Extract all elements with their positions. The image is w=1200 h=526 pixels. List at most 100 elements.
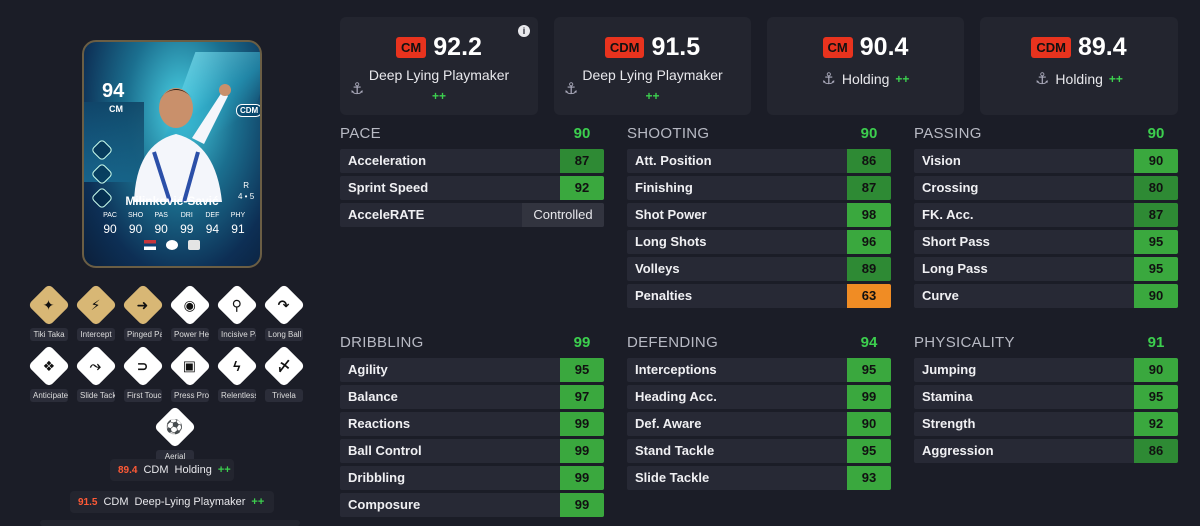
stat-row-acceleration[interactable]: Acceleration 87 — [340, 149, 604, 173]
stat-row-slide-tackle[interactable]: Slide Tackle 93 — [627, 466, 891, 490]
stat-row-agility[interactable]: Agility 95 — [340, 358, 604, 382]
stat-row-curve[interactable]: Curve 90 — [914, 284, 1178, 308]
playstyle-anticipate[interactable]: ❖ Anticipate — [27, 344, 71, 402]
stat-name: FK. Acc. — [922, 207, 974, 222]
stat-group-name: PHYSICALITY — [914, 333, 1015, 351]
stat-row-penalties[interactable]: Penalties 63 — [627, 284, 891, 308]
playstyle-relentless[interactable]: ϟ Relentless — [215, 344, 259, 402]
role-card-position: CDM — [1031, 37, 1071, 58]
stat-name: AcceleRATE — [348, 207, 425, 222]
info-icon[interactable]: i — [518, 25, 530, 37]
stat-row-crossing[interactable]: Crossing 80 — [914, 176, 1178, 200]
playstyle-glyph: ⚲ — [231, 296, 243, 313]
stat-group-header: PHYSICALITY 91 — [914, 331, 1178, 353]
playstyle-press-proven[interactable]: ▣ Press Proven — [168, 344, 212, 402]
role-card-cm-holding[interactable]: CM 90.4 ⚓ Holding ++ — [767, 17, 964, 115]
stat-row-aggression[interactable]: Aggression 86 — [914, 439, 1178, 463]
stat-row-dribbling[interactable]: Dribbling 99 — [340, 466, 604, 490]
stat-row-stand-tackle[interactable]: Stand Tackle 95 — [627, 439, 891, 463]
stat-name: Heading Acc. — [635, 389, 717, 404]
stat-name: Sprint Speed — [348, 180, 429, 195]
card-flags — [84, 240, 260, 250]
playstyle-aerial[interactable]: ⚽ Aerial — [153, 405, 197, 463]
playstyle-slide-tackle[interactable]: ⤳ Slide Tackle — [74, 344, 118, 402]
stat-group-header: PACE 90 — [340, 122, 604, 144]
stat-group-physicality: PHYSICALITY 91 Jumping 90 Stamina 95 Strength 9… — [914, 331, 1178, 466]
stat-name: Composure — [348, 497, 421, 512]
card-stat-label: PAS — [154, 212, 168, 219]
playstyle-incisive-pass[interactable]: ⚲ Incisive Pass — [215, 283, 259, 341]
role-card-cdm-holding[interactable]: CDM 89.4 ⚓ Holding ++ — [980, 17, 1178, 115]
playstyle-power-header[interactable]: ◉ Power Header — [168, 283, 212, 341]
stat-name: Interceptions — [635, 362, 717, 377]
stat-value: 90 — [1134, 149, 1178, 173]
stat-name: Strength — [922, 416, 976, 431]
stat-row-vision[interactable]: Vision 90 — [914, 149, 1178, 173]
stat-group-dribbling: DRIBBLING 99 Agility 95 Balance 97 Reactions 99… — [340, 331, 604, 520]
role-card-cm-dlp[interactable]: i CM 92.2 Deep Lying Playmaker ⚓ ++ — [340, 17, 538, 115]
role-card-head: CM 92.2 — [340, 33, 538, 62]
stat-value: 90 — [847, 412, 891, 436]
playstyle-pinged-pass[interactable]: ➜ Pinged Pass — [121, 283, 165, 341]
stat-group-name: PASSING — [914, 124, 982, 142]
playstyle-glyph: ◉ — [183, 296, 197, 313]
role-card-value: 92.2 — [433, 33, 482, 61]
role-chip-deep-lying-playmaker[interactable]: 91.5 CDM Deep-Lying Playmaker ++ — [70, 491, 274, 513]
playstyle-long-ball-pass[interactable]: ↷ Long Ball Pass — [262, 283, 306, 341]
stat-name: Long Pass — [922, 261, 988, 276]
league-logo-icon — [166, 240, 178, 250]
stat-group-value: 90 — [1147, 124, 1165, 142]
stat-name: Slide Tackle — [635, 470, 710, 485]
stat-value: 96 — [847, 230, 891, 254]
card-stat-value: 91 — [231, 222, 245, 236]
stat-row-ball-control[interactable]: Ball Control 99 — [340, 439, 604, 463]
stat-row-att-position[interactable]: Att. Position 86 — [627, 149, 891, 173]
playstyle-label: Incisive Pass — [218, 328, 256, 341]
stat-row-fk-acc[interactable]: FK. Acc. 87 — [914, 203, 1178, 227]
stat-row-def-aware[interactable]: Def. Aware 90 — [627, 412, 891, 436]
stat-value: 98 — [847, 203, 891, 227]
stat-value: 92 — [1134, 412, 1178, 436]
card-rating: 94 — [102, 80, 125, 102]
playstyle-intercept[interactable]: ⚡ Intercept — [74, 283, 118, 341]
stat-row-strength[interactable]: Strength 92 — [914, 412, 1178, 436]
stat-row-finishing[interactable]: Finishing 87 — [627, 176, 891, 200]
stat-row-long-pass[interactable]: Long Pass 95 — [914, 257, 1178, 281]
press-proven-icon: ▣ — [168, 344, 212, 388]
role-card-cdm-dlp[interactable]: CDM 91.5 Deep Lying Playmaker ⚓ ++ — [554, 17, 751, 115]
stat-value: 99 — [560, 466, 604, 490]
player-card[interactable]: 94 CM CDM R 4 • 5 Milinković-Savić PAC S… — [82, 40, 262, 268]
role-card-role: Holding — [1055, 71, 1103, 87]
role-card-head: CDM 91.5 — [554, 33, 751, 62]
playstyle-first-touch[interactable]: ⊃ First Touch — [121, 344, 165, 402]
trivela-icon: 〆 — [262, 344, 306, 388]
card-stat-label: DEF — [205, 212, 220, 219]
card-stat-value: 90 — [154, 222, 168, 236]
role-chip-holding[interactable]: 89.4 CDM Holding ++ — [110, 459, 234, 481]
stat-row-balance[interactable]: Balance 97 — [340, 385, 604, 409]
first-touch-icon: ⊃ — [121, 344, 165, 388]
stat-row-jumping[interactable]: Jumping 90 — [914, 358, 1178, 382]
stat-row-sprint-speed[interactable]: Sprint Speed 92 — [340, 176, 604, 200]
anchor-icon: ⚓ — [1035, 71, 1050, 88]
stat-value: 95 — [1134, 257, 1178, 281]
playstyle-tiki-taka[interactable]: ✦ Tiki Taka — [27, 283, 71, 341]
stat-row-heading-acc[interactable]: Heading Acc. 99 — [627, 385, 891, 409]
stat-row-shot-power[interactable]: Shot Power 98 — [627, 203, 891, 227]
stat-row-accelerate[interactable]: AcceleRATE Controlled — [340, 203, 604, 227]
playstyle-trivela[interactable]: 〆 Trivela — [262, 344, 306, 402]
playstyle-glyph: ⚽ — [166, 418, 184, 435]
playstyle-row: ✦ Tiki Taka ⚡ Intercept ➜ Pinged Pass ◉ Power H… — [27, 283, 320, 341]
role-card-head: CDM 89.4 — [980, 33, 1178, 62]
stat-row-interceptions[interactable]: Interceptions 95 — [627, 358, 891, 382]
stat-row-reactions[interactable]: Reactions 99 — [340, 412, 604, 436]
stat-name: Dribbling — [348, 470, 406, 485]
stat-row-stamina[interactable]: Stamina 95 — [914, 385, 1178, 409]
stat-row-long-shots[interactable]: Long Shots 96 — [627, 230, 891, 254]
incisive-pass-icon: ⚲ — [215, 283, 259, 327]
stat-row-composure[interactable]: Composure 99 — [340, 493, 604, 517]
stat-row-volleys[interactable]: Volleys 89 — [627, 257, 891, 281]
stat-name: Penalties — [635, 288, 693, 303]
card-stat-label: PHY — [230, 212, 246, 219]
stat-row-short-pass[interactable]: Short Pass 95 — [914, 230, 1178, 254]
